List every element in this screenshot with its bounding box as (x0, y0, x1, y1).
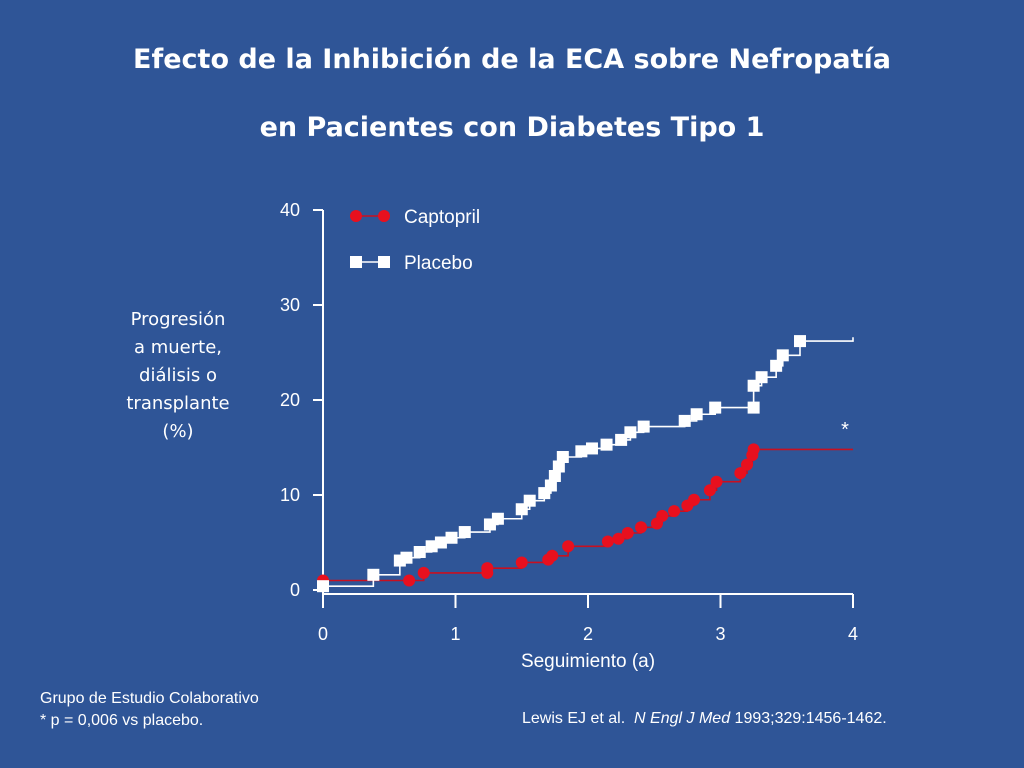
placebo-point (776, 349, 789, 362)
legend-marker-captopril (378, 210, 390, 222)
y-tick-label: 20 (280, 390, 300, 410)
legend-marker-placebo (350, 256, 362, 268)
legend-marker-placebo (378, 256, 390, 268)
footnote-pvalue: * p = 0,006 vs placebo. (40, 712, 204, 729)
series-line-placebo (323, 337, 854, 587)
captopril-point (481, 562, 494, 575)
footnote-group: Grupo de Estudio Colaborativo (40, 690, 259, 707)
citation: Lewis EJ et al. N Engl J Med 1993;329:14… (522, 710, 887, 728)
captopril-point (515, 556, 528, 569)
captopril-point (621, 527, 634, 539)
y-axis-label-line: a muerte, (133, 337, 223, 358)
placebo-point (615, 433, 628, 446)
placebo-point (678, 414, 691, 427)
placebo-point (544, 479, 557, 492)
placebo-point (400, 551, 413, 564)
placebo-point (552, 460, 565, 473)
x-tick-label: 0 (318, 624, 328, 644)
captopril-point (546, 549, 559, 562)
placebo-point (794, 335, 806, 348)
placebo-point (458, 526, 471, 539)
placebo-point (575, 445, 588, 458)
x-tick-label: 3 (715, 624, 725, 644)
citation-rest: 1993;329:1456-1462. (734, 710, 887, 727)
captopril-point (747, 443, 760, 456)
captopril-point (612, 532, 625, 545)
captopril-point (601, 535, 614, 548)
captopril-point (635, 521, 647, 534)
placebo-point (709, 401, 722, 414)
placebo-point (585, 442, 598, 455)
captopril-point (703, 484, 716, 497)
placebo-point (491, 512, 504, 525)
y-axis-label-line: (%) (162, 421, 194, 442)
chart-title-line2: en Pacientes con Diabetes Tipo 1 (259, 112, 765, 143)
legend-label-placebo: Placebo (404, 253, 473, 274)
captopril-point (656, 509, 669, 522)
y-axis-label-line: transplante (126, 393, 230, 414)
y-tick-label: 10 (280, 485, 300, 505)
placebo-point (523, 494, 536, 507)
footnote: Grupo de Estudio Colaborativo * p = 0,00… (40, 688, 259, 732)
placebo-point (755, 371, 768, 384)
placebo-point (425, 540, 438, 553)
x-axis-label: Seguimiento (a) (521, 651, 655, 672)
placebo-point (367, 568, 380, 581)
captopril-point (741, 458, 753, 471)
y-axis-label-line: diálisis o (139, 365, 217, 386)
chart-title-line1: Efecto de la Inhibición de la ECA sobre … (133, 44, 891, 75)
y-axis-label: Progresión a muerte, diálisis o transpla… (108, 306, 248, 446)
y-tick-label: 0 (290, 580, 300, 600)
captopril-point (688, 493, 700, 506)
captopril-point (734, 467, 747, 480)
captopril-point (417, 566, 430, 579)
placebo-point (445, 531, 458, 544)
x-tick-label: 1 (450, 624, 460, 644)
captopril-point (710, 475, 723, 488)
placebo-point (413, 546, 426, 558)
placebo-point (770, 359, 783, 372)
x-tick-label: 2 (583, 624, 593, 644)
placebo-point (624, 426, 637, 439)
placebo-point (317, 580, 329, 593)
significance-annotation: * (841, 419, 849, 441)
placebo-point (637, 420, 650, 433)
placebo-point (690, 408, 703, 421)
y-axis-label-line: Progresión (130, 309, 226, 330)
citation-journal: N Engl J Med (634, 710, 731, 727)
y-tick-label: 40 (280, 200, 300, 220)
placebo-point (747, 401, 760, 414)
captopril-point (403, 574, 416, 587)
legend-label-captopril: Captopril (404, 207, 480, 228)
y-tick-label: 30 (280, 295, 300, 315)
placebo-point (600, 438, 613, 451)
citation-authors: Lewis EJ et al. (522, 710, 626, 727)
x-tick-label: 4 (848, 624, 858, 644)
placebo-point (548, 470, 561, 482)
legend-marker-captopril (350, 210, 362, 222)
placebo-point (434, 536, 447, 549)
captopril-point (562, 540, 575, 553)
captopril-point (668, 505, 681, 518)
placebo-point (556, 451, 569, 463)
